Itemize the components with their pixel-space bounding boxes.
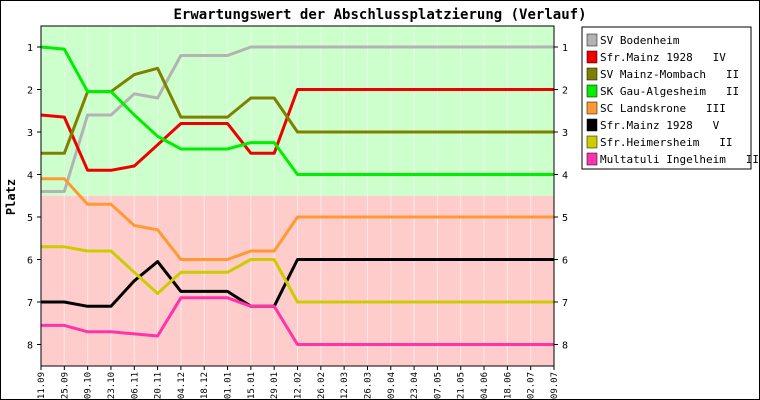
y-tick-label-right: 5: [562, 213, 568, 224]
x-tick-label: 07.05: [433, 372, 443, 399]
y-tick-label: 7: [27, 298, 33, 309]
series-line-6: [41, 245, 554, 304]
legend-label: Multatuli Ingelheim III: [600, 153, 760, 166]
series-lines: [40, 45, 554, 346]
x-tick-label: 09.04: [387, 372, 397, 399]
legend-label: Sfr.Mainz 1928 IV: [600, 51, 726, 64]
legend-swatch: [586, 84, 598, 98]
y-axis-right: 1 2 3 4 5 6 7 8: [554, 43, 568, 352]
x-tick-label: 04.06: [480, 372, 490, 399]
x-tick-label: 09.10: [84, 372, 94, 399]
x-tick-label: 15.01: [247, 372, 257, 399]
x-tick-label: 09.07: [550, 372, 560, 399]
x-tick-label: 02.07: [527, 372, 537, 399]
x-axis: 11.09 25.09 09.10 23.10 06.11 20.11 04.12 18.12…: [37, 366, 560, 399]
series-line-3: [40, 45, 554, 176]
x-tick-label: 25.09: [60, 372, 70, 399]
x-tick-label: 06.11: [130, 372, 140, 399]
y-tick-label: 2: [27, 86, 33, 97]
legend-swatch: [586, 101, 598, 115]
series-line-2: [41, 66, 554, 155]
legend-box: [581, 26, 752, 170]
legend-swatch: [586, 135, 598, 149]
series-line-7: [41, 296, 554, 346]
x-tick-label: 18.06: [503, 372, 513, 399]
x-tick-label: 26.02: [317, 372, 327, 399]
x-tick-label: 21.05: [457, 372, 467, 399]
y-tick-label-right: 6: [562, 256, 568, 267]
chart-title: Erwartungswert der Abschlussplatzierung …: [173, 7, 586, 23]
legend-label: Sfr.Heimersheim II: [600, 136, 732, 149]
x-tick-label: 26.03: [364, 372, 374, 399]
legend-label: SK Gau-Algesheim II: [600, 85, 739, 98]
series-line-4: [41, 177, 554, 261]
series-line-5: [41, 258, 554, 308]
series-line-1: [40, 88, 554, 172]
y-tick-label: 5: [27, 213, 33, 224]
x-tick-label: 23.04: [410, 372, 420, 399]
x-tick-label: 23.10: [107, 372, 117, 399]
y-tick-label: 4: [27, 171, 33, 182]
series-line-0: [41, 45, 554, 193]
legend-swatch: [586, 67, 598, 81]
x-tick-label: 12.03: [340, 372, 350, 399]
x-tick-label: 11.09: [37, 372, 47, 399]
y-tick-label-right: 4: [562, 171, 568, 182]
y-tick-label: 3: [27, 128, 33, 139]
y-tick-label: 8: [27, 341, 33, 352]
y-axis-left: 1 2 3 4 5 6 7 8: [27, 43, 41, 352]
y-tick-label-right: 3: [562, 128, 568, 139]
legend-swatch: [586, 50, 598, 64]
x-tick-label: 18.12: [200, 372, 210, 399]
x-tick-label: 01.01: [224, 372, 234, 399]
y-tick-label-right: 7: [562, 298, 568, 309]
y-axis-label: Platz: [4, 179, 18, 215]
y-tick-label: 6: [27, 256, 33, 267]
y-tick-label: 1: [27, 43, 33, 54]
legend-swatch: [586, 118, 598, 132]
legend-label: Sfr.Mainz 1928 V: [600, 119, 720, 132]
legend-label: SV Bodenheim: [600, 34, 680, 47]
x-tick-label: 12.02: [294, 372, 304, 399]
legend-label: SV Mainz-Mombach II: [600, 68, 739, 81]
legend: SV Bodenheim Sfr.Mainz 1928 IV SV Mainz-Mo…: [581, 26, 760, 170]
legend-label: SC Landskrone III: [600, 102, 726, 115]
x-tick-label: 29.01: [270, 372, 280, 399]
x-tick-label: 04.12: [177, 372, 187, 399]
x-tick-label: 20.11: [154, 372, 164, 399]
legend-swatch: [586, 33, 598, 47]
legend-swatch: [586, 152, 598, 166]
y-tick-label-right: 1: [562, 43, 568, 54]
y-tick-label-right: 2: [562, 86, 568, 97]
y-tick-label-right: 8: [562, 341, 568, 352]
